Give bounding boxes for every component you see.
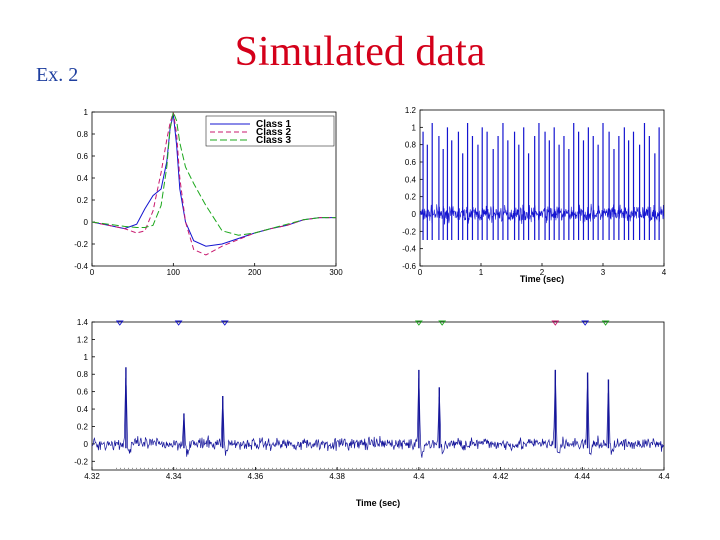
slide-title: Simulated data [234,29,486,75]
chart-b-xtick-label: 1 [479,268,484,277]
chart-a-ytick-label: 0.8 [77,130,89,139]
chart-c-class-marker [601,320,610,326]
chart-b-noise-trace [419,203,665,225]
chart-b-ytick-label: -0.4 [402,245,416,254]
chart-c-xtick-label: 4.42 [493,472,509,481]
chart-b-ytick-label: 1 [412,123,417,132]
chart-a-xtick-label: 300 [329,268,343,277]
chart-b-xtick-label: 3 [601,268,606,277]
chart-c-class-marker [414,320,423,326]
chart-a-ytick-label: 1 [84,108,89,117]
chart-c-xlabel: Time (sec) [356,498,400,508]
chart-c-ytick-label: 1 [84,353,89,362]
chart-a-ytick-label: 0.2 [77,196,89,205]
chart-c-xtick-label: 4.36 [248,472,264,481]
chart-a-xtick-label: 0 [90,268,95,277]
chart-a-ytick-label: -0.4 [74,262,88,271]
chart-c-xtick-label: 4.4 [413,472,425,481]
chart-b-ytick-label: 0 [412,210,417,219]
chart-b-frame [419,109,665,267]
chart-a-ytick-label: 0.4 [77,174,89,183]
chart-b-xtick-label: 4 [662,268,667,277]
chart-c-xtick-label: 4.34 [166,472,182,481]
chart-c-class-marker [220,320,229,326]
chart-c-ytick-label: -0.2 [74,457,88,466]
chart-a-ytick-label: 0 [84,218,89,227]
chart-a-series-line [91,111,336,256]
chart-a-series-line [91,110,336,236]
chart-c-ytick-label: 0 [84,440,89,449]
chart-c-signal-trace [91,369,665,458]
chart-a-ytick-label: 0.6 [77,152,89,161]
chart-b-ytick-label: -0.2 [402,227,416,236]
chart-c-class-marker [438,320,447,326]
chart-c-class-marker [551,320,560,326]
chart-c-class-marker [115,320,124,326]
chart-b-xtick-label: 2 [540,268,545,277]
chart-b-xlabel: Time (sec) [520,274,564,284]
chart-b-ytick-label: 1.2 [405,106,417,115]
chart-c-ytick-label: 0.8 [77,370,89,379]
chart-b-ytick-label: -0.6 [402,262,416,271]
chart-c-ytick-label: 1.2 [77,335,89,344]
chart-c-xtick-label: 4.32 [84,472,100,481]
chart-a-xtick-label: 100 [167,268,181,277]
example-label: Ex. 2 [36,64,79,86]
chart-a-legend-box [205,115,335,147]
chart-c-class-marker [581,320,590,326]
chart-c-ytick-label: 0.2 [77,422,89,431]
chart-b-ytick-label: 0.6 [405,158,417,167]
chart-b-ytick-label: 0.2 [405,193,417,202]
chart-b-ytick-label: 0.8 [405,141,417,150]
chart-c-ytick-label: 0.4 [77,405,89,414]
chart-a-legend-label: Class 3 [256,135,291,146]
chart-raw-signal: 0 1 2 3 4 -0.6 -0.4 -0.2 0 0.2 0.4 0.6 0.8 1 1.2 Time (… [402,106,667,284]
chart-a-ytick-label: -0.2 [74,240,88,249]
chart-c-xtick-label: 4.4 [658,472,670,481]
chart-c-xtick-label: 4.44 [574,472,590,481]
chart-zoomed-signal: 4.32 4.34 4.36 4.38 4.4 4.42 4.44 4.4 -0.2 0 0.2 0.… [74,318,670,508]
chart-a-xtick-label: 200 [248,268,262,277]
chart-c-xtick-label: 4.38 [329,472,345,481]
chart-b-ytick-label: 0.4 [405,175,417,184]
chart-c-class-marker [174,320,183,326]
chart-a-legend-label: Class 2 [256,127,291,138]
chart-b-xtick-label: 0 [418,268,423,277]
chart-a-frame [91,111,337,267]
chart-c-ytick-label: 1.4 [77,318,89,327]
chart-c-ytick-label: 0.6 [77,388,89,397]
chart-c-frame [91,321,665,471]
chart-a-legend-label: Class 1 [256,119,291,130]
